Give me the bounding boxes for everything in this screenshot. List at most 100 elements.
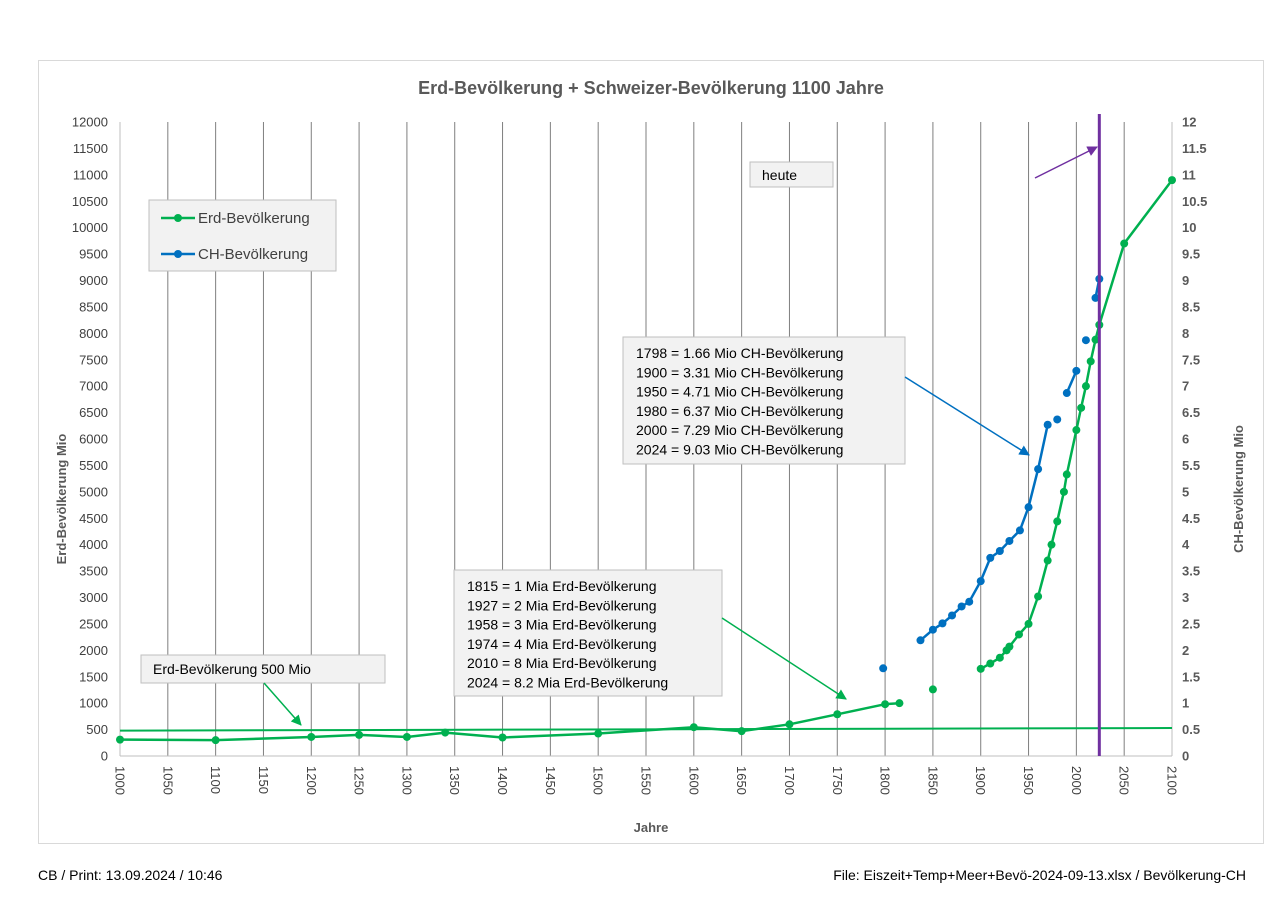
ch-data-point — [976, 577, 985, 586]
earth-data-point — [594, 729, 603, 738]
earth-data-point — [211, 736, 220, 745]
footer-print-info: CB / Print: 13.09.2024 / 10:46 — [38, 867, 223, 883]
y-left-tick-label: 8000 — [79, 326, 108, 341]
y-left-tick-label: 11500 — [73, 141, 108, 156]
y-right-tick-label: 4 — [1182, 537, 1190, 552]
y-right-tick-label: 9.5 — [1182, 247, 1200, 262]
ch-milestones-arrow — [904, 376, 1030, 456]
ch-data-point — [1081, 336, 1090, 345]
y-right-tick-label: 2 — [1182, 643, 1189, 658]
earth-data-point — [928, 685, 937, 694]
y-left-tick-label: 2500 — [79, 616, 108, 631]
earth-data-point — [986, 659, 995, 668]
ch-data-point — [1072, 366, 1081, 375]
earth-data-point — [737, 727, 746, 736]
y-left-tick-label: 11000 — [73, 167, 108, 182]
ch-data-point — [957, 602, 966, 611]
x-tick-label: 1800 — [878, 766, 893, 795]
y-left-tick-label: 6500 — [79, 405, 108, 420]
x-tick-label: 1300 — [399, 766, 414, 795]
y-left-tick-label: 1000 — [79, 696, 108, 711]
y-left-tick-label: 5000 — [79, 484, 108, 499]
earth-data-point — [1024, 619, 1033, 628]
ch-milestone-line: 2000 = 7.29 Mio CH-Bevölkerung — [636, 422, 843, 438]
today-arrow — [1034, 146, 1098, 179]
earth-data-point — [1014, 630, 1023, 639]
earth-data-point — [116, 735, 124, 744]
y-right-tick-label: 5 — [1182, 484, 1189, 499]
earth-milestone-line: 1927 = 2 Mia Erd-Bevölkerung — [467, 597, 657, 613]
y-right-tick-label: 11 — [1182, 167, 1196, 182]
ch-data-point — [1091, 293, 1100, 302]
legend-box — [148, 199, 337, 272]
x-tick-label: 1550 — [639, 766, 654, 795]
y-left-tick-label: 6000 — [79, 432, 108, 447]
ch-data-point — [1015, 526, 1024, 535]
x-tick-label: 1750 — [830, 766, 845, 795]
earth-data-point — [355, 730, 364, 739]
y-right-tick-label: 7 — [1182, 379, 1189, 394]
earth-milestone-line: 1815 = 1 Mia Erd-Bevölkerung — [467, 578, 657, 594]
ch-data-point — [1005, 536, 1014, 545]
ch-data-point — [1053, 415, 1062, 424]
y-left-tick-label: 4000 — [79, 537, 108, 552]
y-left-tick-label: 4500 — [79, 511, 108, 526]
x-tick-label: 2100 — [1165, 766, 1180, 795]
y-left-axis-label: Erd-Bevölkerung Mio — [54, 434, 69, 565]
y-right-tick-label: 5.5 — [1182, 458, 1200, 473]
earth-500-arrow — [263, 682, 302, 726]
y-right-tick-label: 4.5 — [1182, 511, 1200, 526]
earth-data-point — [498, 733, 507, 742]
y-right-tick-label: 8 — [1182, 326, 1189, 341]
earth-data-point — [1062, 470, 1071, 479]
earth-data-point — [1077, 403, 1086, 412]
x-tick-label: 1500 — [591, 766, 606, 795]
y-left-tick-label: 3000 — [79, 590, 108, 605]
earth-milestones-box — [453, 569, 723, 697]
ch-milestone-line: 2024 = 9.03 Mio CH-Bevölkerung — [636, 442, 843, 458]
x-axis-label: Jahre — [634, 820, 669, 835]
earth-data-point — [1072, 426, 1081, 435]
y-right-axis-label: CH-Bevölkerung Mio — [1231, 425, 1246, 553]
ch-data-point — [938, 619, 947, 628]
y-right-tick-label: 0.5 — [1182, 722, 1200, 737]
earth-milestone-line: 1974 = 4 Mia Erd-Bevölkerung — [467, 636, 657, 652]
chart-svg: Erd-Bevölkerung + Schweizer-Bevölkerung … — [54, 78, 1246, 835]
earth-data-point — [689, 723, 698, 732]
earth-series-line — [119, 701, 900, 742]
y-left-tick-label: 500 — [86, 722, 108, 737]
y-left-tick-label: 9500 — [79, 247, 108, 262]
ch-milestone-line: 1900 = 3.31 Mio CH-Bevölkerung — [636, 364, 843, 380]
ch-data-point — [986, 553, 995, 562]
y-right-tick-label: 9 — [1182, 273, 1189, 288]
earth-data-point — [1081, 382, 1090, 391]
legend-earth-label: Erd-Bevölkerung — [198, 210, 310, 227]
earth-data-point — [995, 653, 1004, 662]
y-right-tick-label: 3.5 — [1182, 564, 1200, 579]
earth-500-box — [140, 654, 386, 684]
y-right-tick-label: 8.5 — [1182, 299, 1200, 314]
ch-milestone-line: 1798 = 1.66 Mio CH-Bevölkerung — [636, 345, 843, 361]
x-tick-label: 1400 — [495, 766, 510, 795]
y-right-tick-label: 12 — [1182, 115, 1196, 130]
x-tick-label: 1150 — [256, 766, 271, 794]
today-label-box — [749, 161, 834, 188]
x-tick-label: 1000 — [113, 766, 128, 795]
x-tick-label: 1250 — [352, 766, 367, 795]
x-tick-label: 1450 — [543, 766, 558, 795]
earth-milestones-arrow — [721, 617, 847, 700]
y-left-tick-label: 10500 — [72, 194, 108, 209]
footer-file-info: File: Eiszeit+Temp+Meer+Bevö-2024-09-13.… — [833, 867, 1246, 883]
x-tick-label: 2000 — [1069, 766, 1084, 795]
y-left-tick-label: 8500 — [79, 299, 108, 314]
earth-data-point — [976, 664, 985, 673]
earth-500-label: Erd-Bevölkerung 500 Mio — [153, 661, 311, 677]
y-left-tick-label: 3500 — [79, 564, 108, 579]
x-tick-label: 1050 — [160, 766, 175, 795]
earth-data-point — [785, 720, 794, 729]
legend-earth-marker — [174, 214, 182, 222]
y-right-tick-label: 1 — [1182, 696, 1189, 711]
y-left-tick-label: 5500 — [79, 458, 108, 473]
x-tick-label: 1200 — [304, 766, 319, 795]
ch-milestone-line: 1980 = 6.37 Mio CH-Bevölkerung — [636, 403, 843, 419]
